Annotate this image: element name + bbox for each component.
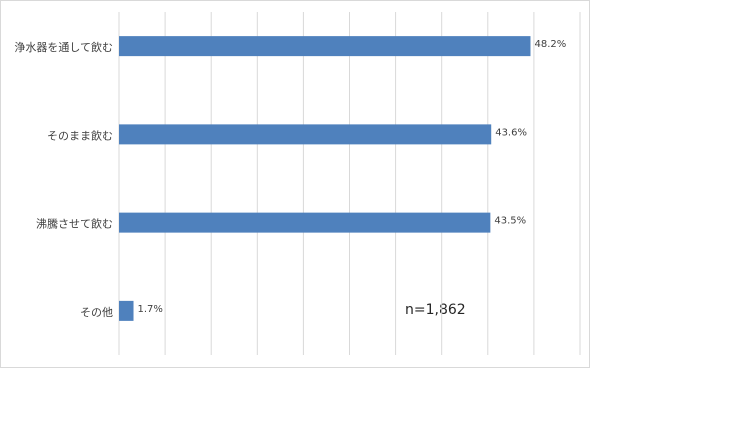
value-label: 48.2% [534,39,566,50]
annotation: n=1,862 [405,302,466,318]
bar [119,212,491,233]
bar [119,36,531,57]
bar [119,300,134,321]
y-tick-label: その他 [80,306,113,319]
y-tick-label: 浄水器を通して飲む [14,40,113,54]
y-tick-label: 沸騰させて飲む [36,217,113,231]
bar [119,124,492,145]
chart-frame [0,0,590,368]
value-label: 43.5% [494,216,526,227]
value-label: 1.7% [138,304,163,315]
value-label: 43.6% [495,127,527,138]
y-tick-label: そのまま飲む [47,128,113,142]
